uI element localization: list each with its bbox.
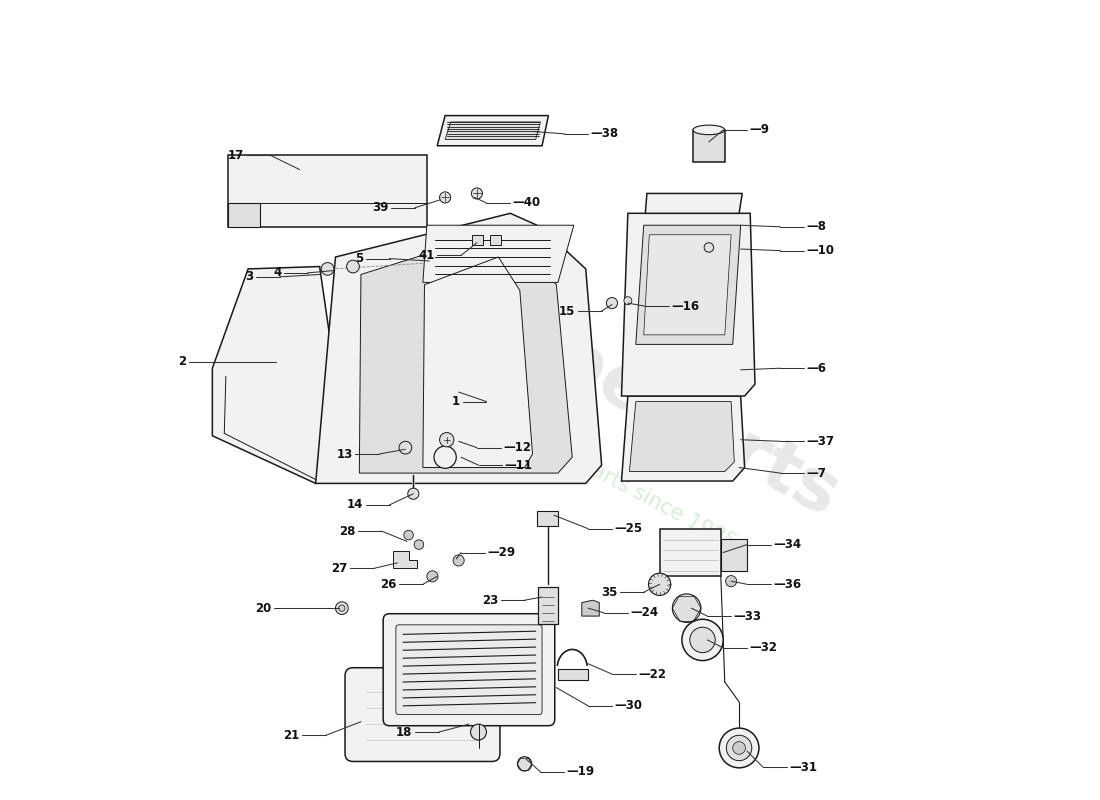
Text: 23: 23 — [482, 594, 498, 606]
Text: —12: —12 — [503, 441, 531, 454]
Text: 20: 20 — [255, 602, 272, 614]
Circle shape — [733, 742, 746, 754]
Circle shape — [606, 298, 617, 309]
Circle shape — [672, 594, 701, 622]
Text: —8: —8 — [806, 220, 826, 234]
Circle shape — [408, 488, 419, 499]
Polygon shape — [537, 511, 558, 526]
Polygon shape — [558, 669, 589, 680]
Circle shape — [399, 442, 411, 454]
Text: 17: 17 — [228, 149, 244, 162]
Circle shape — [726, 575, 737, 586]
Text: 26: 26 — [381, 578, 397, 591]
Circle shape — [682, 619, 723, 661]
Circle shape — [704, 242, 714, 252]
Polygon shape — [360, 233, 572, 473]
Text: 5: 5 — [355, 252, 363, 265]
Text: 1: 1 — [452, 395, 460, 408]
FancyBboxPatch shape — [229, 203, 260, 227]
Text: —16: —16 — [671, 300, 700, 313]
Polygon shape — [693, 130, 725, 162]
Text: —11: —11 — [505, 458, 532, 472]
Polygon shape — [660, 529, 720, 576]
Polygon shape — [538, 586, 558, 624]
Polygon shape — [422, 226, 574, 282]
Text: 35: 35 — [602, 586, 617, 598]
Text: —34: —34 — [773, 538, 802, 551]
Text: 13: 13 — [337, 447, 353, 461]
Circle shape — [471, 724, 486, 740]
Text: —7: —7 — [806, 466, 826, 479]
Circle shape — [690, 627, 715, 653]
Text: 4: 4 — [273, 266, 282, 279]
Circle shape — [339, 605, 345, 611]
FancyBboxPatch shape — [345, 668, 499, 762]
Text: —32: —32 — [749, 642, 778, 654]
Polygon shape — [720, 539, 747, 571]
Circle shape — [440, 192, 451, 203]
Text: 3: 3 — [245, 270, 254, 283]
Circle shape — [434, 446, 456, 468]
Text: —25: —25 — [615, 522, 642, 535]
Text: —37: —37 — [806, 435, 835, 448]
Circle shape — [321, 262, 334, 275]
FancyBboxPatch shape — [490, 234, 500, 245]
Circle shape — [649, 573, 671, 595]
Polygon shape — [629, 402, 735, 471]
Text: 2: 2 — [178, 355, 186, 368]
Text: —19: —19 — [566, 766, 595, 778]
Text: 39: 39 — [373, 202, 388, 214]
Text: —9: —9 — [749, 123, 769, 136]
Circle shape — [440, 433, 454, 447]
Circle shape — [453, 555, 464, 566]
Text: —30: —30 — [615, 699, 642, 712]
Text: —31: —31 — [789, 761, 817, 774]
Text: —24: —24 — [630, 606, 659, 619]
Text: 21: 21 — [284, 729, 300, 742]
Text: 27: 27 — [331, 562, 348, 575]
Circle shape — [336, 602, 349, 614]
Text: —36: —36 — [773, 578, 802, 591]
Text: —10: —10 — [806, 244, 835, 257]
Text: 18: 18 — [396, 726, 412, 738]
Text: —40: —40 — [513, 197, 541, 210]
Polygon shape — [229, 155, 427, 227]
Polygon shape — [646, 194, 742, 214]
Polygon shape — [582, 600, 600, 616]
FancyBboxPatch shape — [472, 234, 483, 245]
Polygon shape — [621, 396, 745, 481]
Polygon shape — [212, 266, 336, 483]
Text: 28: 28 — [339, 525, 355, 538]
Polygon shape — [644, 234, 732, 335]
FancyBboxPatch shape — [396, 625, 542, 714]
Text: 15: 15 — [559, 305, 575, 318]
Text: —22: —22 — [638, 667, 667, 681]
Text: available parts since 1985: available parts since 1985 — [487, 406, 739, 553]
Circle shape — [624, 297, 631, 305]
Text: —38: —38 — [591, 127, 618, 140]
Polygon shape — [636, 226, 740, 344]
Ellipse shape — [693, 125, 725, 134]
Polygon shape — [437, 115, 549, 146]
Text: —29: —29 — [487, 546, 516, 559]
Circle shape — [719, 728, 759, 768]
FancyBboxPatch shape — [383, 614, 554, 726]
Text: —6: —6 — [806, 362, 826, 374]
Polygon shape — [446, 122, 540, 139]
Polygon shape — [393, 551, 417, 569]
Circle shape — [346, 260, 360, 273]
Text: europeparts: europeparts — [376, 236, 850, 532]
Text: 41: 41 — [418, 249, 434, 262]
Circle shape — [726, 735, 751, 761]
Text: —33: —33 — [734, 610, 761, 622]
Polygon shape — [316, 214, 602, 483]
Polygon shape — [422, 257, 532, 467]
Circle shape — [517, 757, 531, 771]
Polygon shape — [621, 214, 755, 396]
Circle shape — [472, 188, 483, 199]
Circle shape — [415, 540, 424, 550]
Circle shape — [427, 571, 438, 582]
Text: 14: 14 — [346, 498, 363, 511]
Circle shape — [404, 530, 414, 540]
